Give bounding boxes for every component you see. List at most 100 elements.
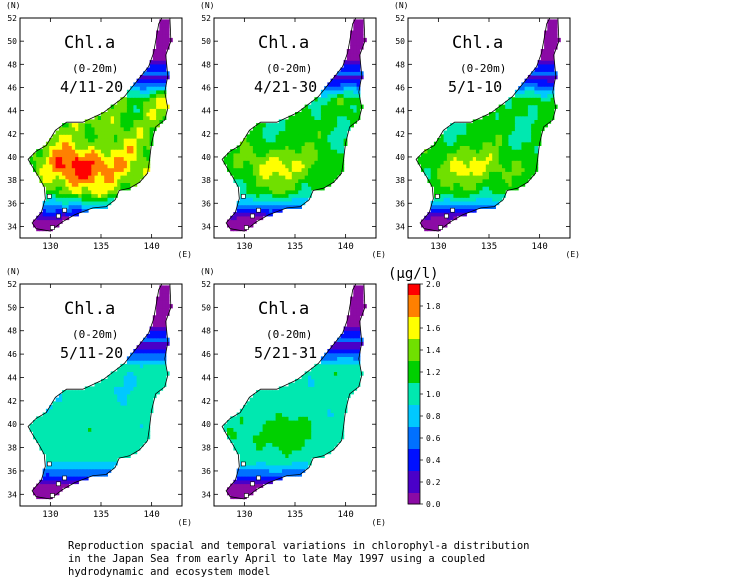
chl-cell — [152, 60, 157, 65]
chl-cell — [421, 152, 425, 158]
chl-cell — [482, 193, 487, 198]
chl-cell — [278, 193, 283, 198]
chl-cell — [463, 156, 467, 161]
chl-cell — [227, 427, 231, 432]
chl-cell — [269, 204, 273, 209]
chl-cell — [498, 138, 503, 143]
chl-cell — [308, 401, 312, 406]
chl-cell — [459, 130, 464, 135]
chl-cell — [433, 223, 438, 228]
chl-cell — [304, 457, 309, 462]
chl-cell — [298, 397, 302, 402]
chl-cell — [243, 171, 247, 176]
chl-cell — [508, 149, 513, 154]
chl-cell — [149, 93, 154, 98]
chl-cell — [45, 491, 50, 496]
chl-cell — [531, 134, 535, 139]
chl-cell — [311, 134, 315, 139]
chl-cell — [55, 457, 60, 462]
chl-cell — [45, 412, 50, 417]
chl-cell — [230, 438, 234, 443]
chl-cell — [123, 386, 128, 391]
chl-cell — [343, 130, 348, 135]
chl-cell — [120, 453, 125, 458]
chl-cell — [482, 115, 487, 120]
chl-cell — [346, 75, 351, 80]
chl-cell — [29, 427, 34, 432]
chl-cell — [123, 123, 128, 128]
chl-cell — [246, 200, 251, 206]
chl-cell — [262, 416, 267, 421]
chl-cell — [126, 119, 131, 124]
chl-cell — [52, 163, 57, 169]
chl-cell — [518, 104, 522, 109]
chl-cell — [343, 60, 348, 65]
chl-cell — [262, 134, 267, 139]
chl-cell — [146, 149, 151, 154]
chl-cell — [350, 34, 354, 39]
chl-cell — [71, 468, 76, 473]
chl-cell — [476, 193, 480, 198]
chl-cell — [446, 204, 451, 209]
chl-cell — [84, 405, 89, 410]
chl-cell — [84, 446, 89, 451]
chl-cell — [114, 182, 118, 187]
chl-cell — [456, 138, 461, 143]
chl-cell — [466, 197, 471, 202]
chl-cell — [337, 134, 341, 139]
chl-cell — [139, 167, 144, 172]
chl-cell — [133, 442, 138, 447]
chl-cell — [450, 160, 454, 165]
chl-cell — [123, 156, 128, 161]
chl-cell — [58, 130, 63, 135]
chl-cell — [84, 449, 89, 455]
chl-cell — [437, 141, 441, 146]
chl-cell — [62, 204, 66, 209]
chl-cell — [55, 453, 60, 458]
chl-cell — [252, 134, 257, 139]
chl-cell — [301, 123, 306, 128]
chl-cell — [343, 71, 348, 76]
chl-cell — [88, 204, 92, 209]
lat-tick-label: 52 — [201, 14, 211, 23]
chl-cell — [324, 112, 328, 117]
chl-cell — [139, 405, 144, 410]
chl-cell — [291, 464, 296, 470]
chl-cell — [159, 60, 164, 65]
chl-cell — [450, 200, 454, 206]
chl-cell — [340, 405, 345, 410]
chl-cell — [285, 397, 290, 402]
chl-cell — [107, 461, 112, 466]
chl-cell — [498, 115, 503, 120]
chl-cell — [75, 130, 79, 135]
chl-cell — [52, 171, 57, 176]
chl-cell — [508, 100, 513, 106]
chl-cell — [547, 71, 552, 76]
panel-depth-label: (0-20m) — [72, 62, 118, 75]
chl-cell — [285, 405, 290, 410]
chl-cell — [78, 397, 83, 402]
chl-cell — [282, 416, 286, 421]
chl-cell — [304, 178, 309, 183]
chl-cell — [505, 163, 509, 169]
chl-cell — [146, 416, 151, 421]
chl-cell — [65, 212, 70, 217]
chl-cell — [120, 100, 125, 106]
chl-cell — [39, 152, 44, 158]
chl-cell — [49, 408, 53, 414]
chl-cell — [301, 420, 306, 425]
chl-cell — [327, 93, 332, 98]
chl-cell — [88, 438, 92, 443]
chl-cell — [55, 219, 60, 224]
chl-cell — [55, 397, 60, 402]
chl-cell — [68, 123, 73, 128]
chl-cell — [262, 189, 267, 195]
chl-cell — [84, 427, 89, 432]
chl-cell — [68, 464, 73, 470]
chl-cell — [159, 360, 164, 365]
chl-cell — [65, 141, 70, 146]
chl-cell — [97, 178, 102, 183]
chl-cell — [440, 167, 445, 172]
chl-cell — [88, 393, 92, 399]
chl-cell — [78, 123, 83, 128]
